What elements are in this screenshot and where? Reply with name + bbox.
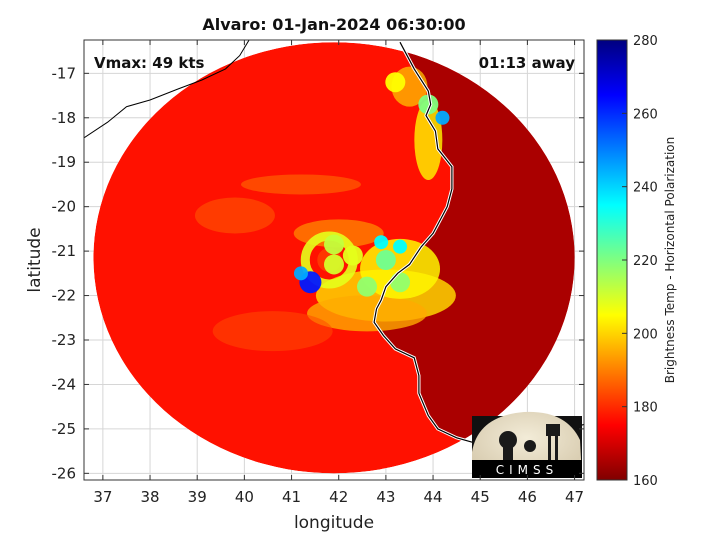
x-tick-label: 40: [235, 488, 254, 506]
feature-point: [385, 72, 406, 93]
colorbar: 160 180 200 220 240 260 280 Brightness Temp - …: [596, 34, 677, 489]
cloud-band: [240, 174, 361, 195]
x-tick-label: 38: [140, 488, 159, 506]
colorbar-tick-label: 220: [633, 254, 658, 269]
x-tick-label: 41: [282, 488, 301, 506]
x-tick-label: 47: [565, 488, 584, 506]
feature-point: [357, 276, 378, 297]
satellite-dish-icon: [499, 431, 517, 449]
x-axis-label: longitude: [294, 513, 374, 533]
colorbar-tick-label: 200: [633, 327, 658, 342]
y-tick-label: -18: [52, 109, 77, 127]
x-tick-label: 42: [329, 488, 348, 506]
feature-point: [393, 239, 408, 254]
y-tick-label: -19: [52, 153, 77, 171]
colorbar-tick-label: 240: [633, 181, 658, 196]
cloud-band: [212, 311, 333, 352]
logo-text: CIMSS: [496, 463, 559, 477]
x-tick-label: 37: [93, 488, 112, 506]
x-tick-label: 44: [424, 488, 443, 506]
x-tick-label: 39: [188, 488, 207, 506]
feature-point: [390, 272, 411, 293]
feature-point: [324, 234, 344, 255]
colorbar-label: Brightness Temp - Horizontal Polarizatio…: [663, 137, 677, 384]
x-axis: 37 38 39 40 41 42 43 44 45 46 47: [93, 40, 584, 506]
colorbar-tick-label: 260: [633, 107, 658, 122]
x-tick-label: 46: [518, 488, 537, 506]
time-offset-label: 01:13 away: [479, 54, 576, 72]
x-tick-label: 43: [376, 488, 395, 506]
cloud-band: [194, 197, 275, 234]
coastline-north: [84, 40, 250, 139]
cloud-band: [307, 295, 428, 332]
feature-point: [418, 94, 439, 115]
cloud-band: [414, 100, 443, 180]
x-tick-label: 45: [471, 488, 490, 506]
y-tick-label: -17: [52, 64, 77, 82]
cimss-logo: CIMSS: [472, 411, 582, 478]
feature-point: [374, 235, 389, 250]
plot-frame: [83, 39, 585, 481]
y-tick-label: -23: [52, 331, 77, 349]
colorbar-tick-label: 180: [633, 401, 658, 416]
feature-point: [293, 266, 308, 281]
feature-point: [435, 110, 450, 125]
coastline: [373, 41, 584, 450]
y-tick-label: -21: [52, 242, 77, 260]
y-tick-label: -22: [52, 287, 77, 305]
y-tick-label: -24: [52, 375, 77, 393]
chart-title: Alvaro: 01-Jan-2024 06:30:00: [202, 15, 465, 34]
feature-point: [342, 245, 363, 266]
colorbar-tick-label: 160: [633, 474, 658, 489]
colorbar-tick-label: 280: [633, 34, 658, 49]
y-axis: -17 -18 -19 -20 -21 -22 -23 -24 -25 -26: [52, 64, 584, 482]
water-tower-icon: [546, 424, 560, 436]
vmax-label: Vmax: 49 kts: [94, 54, 204, 72]
y-tick-label: -25: [52, 420, 77, 438]
y-axis-label: latitude: [25, 227, 45, 292]
feature-point: [324, 254, 344, 275]
y-tick-label: -26: [52, 464, 77, 482]
feature-point: [375, 250, 396, 270]
y-tick-label: -20: [52, 198, 77, 216]
